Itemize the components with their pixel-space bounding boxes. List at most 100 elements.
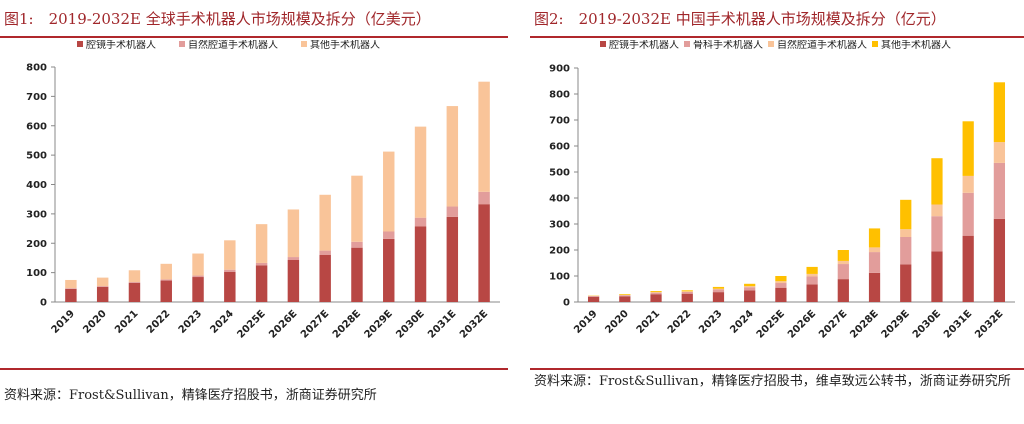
bar-segment xyxy=(619,294,631,295)
bar-segment xyxy=(224,240,236,270)
bar-segment xyxy=(993,82,1006,143)
x-tick-label: 2025E xyxy=(755,308,787,340)
bar-segment xyxy=(993,142,1006,163)
bar-segment xyxy=(478,81,490,192)
bar-segment xyxy=(712,286,725,289)
bar-segment xyxy=(319,250,331,255)
bar-segment xyxy=(619,296,631,302)
y-tick-label: 400 xyxy=(549,194,570,205)
bar-segment xyxy=(650,292,662,295)
bar-segment xyxy=(587,296,600,302)
x-tick-label: 2024 xyxy=(728,308,755,335)
bar-segment xyxy=(650,292,662,293)
legend-label: 腔镜手术机器人 xyxy=(609,40,679,51)
bar-segment xyxy=(587,296,600,297)
x-tick-label: 2029E xyxy=(880,308,912,340)
bar-segment xyxy=(414,226,427,302)
y-tick-label: 900 xyxy=(549,64,570,75)
y-tick-label: 0 xyxy=(40,298,47,309)
bar-segment xyxy=(837,279,849,302)
y-tick-label: 800 xyxy=(26,63,47,74)
y-tick-label: 300 xyxy=(549,220,570,231)
chart: 0 100 200 300 400 500 600 700 800 900 2019 2020 2021… xyxy=(549,40,1015,340)
x-tick-label: 2019 xyxy=(50,308,77,335)
bar-segment xyxy=(446,206,459,217)
bar-segment xyxy=(681,290,693,292)
bar-segment xyxy=(128,282,141,302)
x-tick-label: 2027E xyxy=(817,308,849,340)
panel: 图1: 2019-2032E 全球手术机器人市场规模及拆分（亿美元） 0 100 2… xyxy=(0,0,508,424)
y-tick-label: 700 xyxy=(26,92,47,103)
x-tick-label: 2031E xyxy=(426,308,458,340)
bar-segment xyxy=(319,194,331,251)
bar-segment xyxy=(128,270,141,283)
y-tick-label: 600 xyxy=(26,121,47,132)
bar-segment xyxy=(351,247,363,302)
bar-segment xyxy=(775,287,787,302)
y-tick-label: 600 xyxy=(549,142,570,153)
legend-swatch xyxy=(77,41,83,47)
legend-swatch xyxy=(600,41,606,47)
y-tick-label: 500 xyxy=(549,168,570,179)
bar-segment xyxy=(712,288,725,290)
x-tick-label: 2032E xyxy=(973,308,1005,340)
legend-label: 其他手术机器人 xyxy=(310,40,380,51)
bar-segment xyxy=(962,121,974,176)
legend-label: 骨科手术机器人 xyxy=(693,40,763,51)
bar-segment xyxy=(351,241,363,248)
bar-segment xyxy=(868,252,881,273)
bar-segment xyxy=(681,293,693,302)
bar-segment xyxy=(900,264,912,302)
bar-segment xyxy=(96,286,109,287)
legend-label: 自然腔道手术机器人 xyxy=(777,40,867,51)
bar-segment xyxy=(931,216,943,252)
bar-segment xyxy=(931,251,943,302)
bar-segment xyxy=(962,192,974,236)
x-tick-label: 2022 xyxy=(666,308,693,335)
rule xyxy=(530,368,1024,370)
legend-swatch xyxy=(301,41,307,47)
bar-segment xyxy=(744,287,756,291)
bar-segment xyxy=(681,291,693,294)
bar-segment xyxy=(383,151,395,232)
bar-segment xyxy=(868,228,881,248)
x-tick-label: 2020 xyxy=(81,308,108,335)
bar-segment xyxy=(712,289,725,293)
y-tick-label: 300 xyxy=(26,209,47,220)
y-tick-label: 800 xyxy=(549,90,570,101)
bar-segment xyxy=(255,262,268,266)
x-tick-label: 2019 xyxy=(572,308,599,335)
bar-segment xyxy=(900,229,912,237)
bar-segment xyxy=(319,255,331,302)
bar-segment xyxy=(446,216,459,302)
bar-segment xyxy=(837,264,849,280)
bar-segment xyxy=(478,191,490,205)
bar-segment xyxy=(650,294,662,302)
bar-segment xyxy=(160,279,172,281)
x-tick-label: 2025E xyxy=(235,308,267,340)
x-tick-label: 2031E xyxy=(942,308,974,340)
bar-segment xyxy=(806,266,818,274)
x-tick-label: 2030E xyxy=(394,308,426,340)
bar-segment xyxy=(681,291,693,292)
bar-segment xyxy=(255,224,268,263)
legend-swatch xyxy=(872,41,878,47)
bar-segment xyxy=(775,276,787,282)
x-tick-label: 2020 xyxy=(603,308,630,335)
source: 资料来源：Frost&Sullivan，精锋医疗招股书，维卓致远公转书，浙商证券… xyxy=(534,374,1011,389)
bar-segment xyxy=(931,158,943,205)
x-tick-label: 2021 xyxy=(635,308,662,335)
bar-segment xyxy=(806,273,818,277)
bar-segment xyxy=(931,204,943,217)
bar-segment xyxy=(160,280,172,302)
bar-segment xyxy=(775,281,787,284)
bar-segment xyxy=(962,175,974,193)
y-tick-label: 400 xyxy=(26,180,47,191)
bar-segment xyxy=(806,284,818,302)
bar-segment xyxy=(806,276,818,285)
x-tick-label: 2023 xyxy=(177,308,204,335)
bar-segment xyxy=(712,292,725,302)
bar-segment xyxy=(383,231,395,239)
